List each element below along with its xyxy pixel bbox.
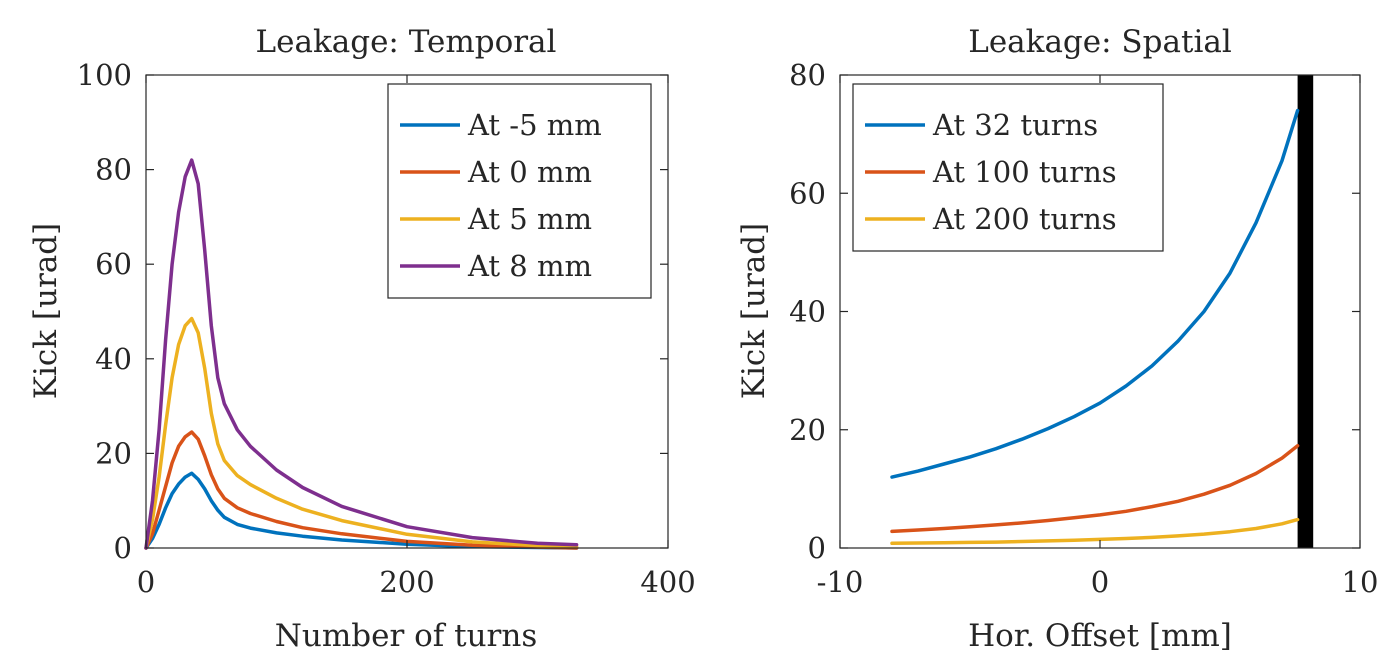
series-line-0 — [890, 108, 1300, 479]
x-tick-label: 10 — [1342, 565, 1379, 599]
legend-box — [387, 83, 652, 299]
legend-label-0: At 32 turns — [932, 108, 1098, 142]
x-tick-labels: 0 200 400 — [137, 565, 696, 599]
chart-title: Leakage: Temporal — [256, 24, 557, 60]
y-tick-label: 60 — [95, 247, 132, 281]
series-line-3 — [144, 158, 579, 550]
y-tick-label: 40 — [95, 342, 132, 376]
y-tick-label: 0 — [808, 531, 826, 565]
aperture-limit-bar — [1297, 75, 1314, 548]
y-tick-label: 40 — [789, 295, 826, 329]
legend-label-1: At 0 mm — [467, 155, 592, 189]
axes-box — [145, 74, 669, 549]
x-tick-labels: -10 0 10 — [817, 565, 1379, 599]
legend-label-3: At 8 mm — [467, 249, 592, 283]
y-tick-label: 60 — [789, 176, 826, 210]
x-tick-label: -10 — [817, 565, 864, 599]
chart-title: Leakage: Spatial — [968, 24, 1232, 60]
legend-label-2: At 5 mm — [467, 202, 592, 236]
temporal-panel: Leakage: Temporal 0 200 400 0 20 40 60 80 100 N… — [28, 24, 696, 654]
legend-label-2: At 200 turns — [932, 202, 1117, 236]
y-tick-label: 20 — [789, 413, 826, 447]
legend-label-1: At 100 turns — [932, 155, 1117, 189]
axes-box — [839, 74, 1361, 549]
legend-label-0: At -5 mm — [467, 108, 602, 142]
legend-box — [852, 83, 1164, 252]
series-line-2 — [144, 316, 579, 550]
y-tick-label: 0 — [114, 531, 132, 565]
y-axis-label: Kick [urad] — [28, 223, 64, 399]
y-tick-label: 100 — [77, 58, 132, 92]
series-layer — [144, 158, 579, 550]
y-tick-label: 80 — [789, 58, 826, 92]
series-layer — [890, 108, 1300, 546]
y-axis-label: Kick [urad] — [736, 223, 772, 399]
x-tick-label: 0 — [1091, 565, 1109, 599]
series-line-1 — [144, 430, 579, 550]
legend: At 32 turns At 100 turns At 200 turns — [852, 83, 1164, 252]
x-axis-label: Number of turns — [275, 618, 537, 654]
y-tick-label: 20 — [95, 436, 132, 470]
y-tick-labels: 0 20 40 60 80 — [789, 58, 826, 565]
series-line-1 — [890, 443, 1300, 534]
x-tick-label: 400 — [640, 565, 695, 599]
y-tick-label: 80 — [95, 153, 132, 187]
y-tick-labels: 0 20 40 60 80 100 — [77, 58, 132, 565]
x-tick-label: 0 — [137, 565, 155, 599]
x-axis-label: Hor. Offset [mm] — [968, 618, 1232, 654]
series-line-2 — [890, 517, 1300, 546]
series-line-0 — [144, 471, 579, 550]
legend: At -5 mm At 0 mm At 5 mm At 8 mm — [387, 83, 652, 299]
x-tick-label: 200 — [379, 565, 434, 599]
